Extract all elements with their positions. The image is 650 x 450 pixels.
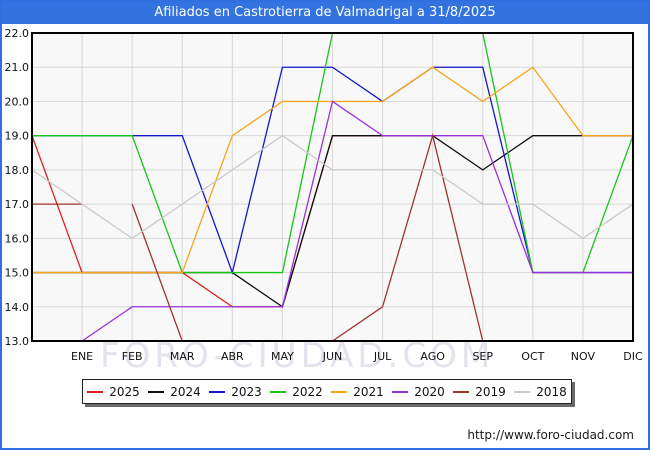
legend-swatch-2025 [87,390,104,393]
legend-label: 2019 [475,384,506,399]
x-tick-label: MAY [271,350,294,363]
y-tick-label: 15.0 [5,267,30,280]
legend-item-2024: 2024 [148,385,201,399]
y-tick-label: 20.0 [5,95,30,108]
legend-swatch-2018 [514,390,531,393]
legend-label: 2020 [414,384,445,399]
x-tick-label: SEP [472,350,493,363]
x-tick-label: AGO [420,350,445,363]
legend-label: 2024 [170,384,201,399]
legend-label: 2025 [109,384,140,399]
x-tick-label: MAR [170,350,195,363]
legend-label: 2022 [292,384,323,399]
x-tick-label: FEB [122,350,143,363]
series-line-2020 [32,100,633,342]
y-tick-label: 13.0 [5,335,30,348]
legend-item-2025: 2025 [87,385,140,399]
legend-label: 2023 [231,384,262,399]
x-tick-label: JUL [373,350,392,363]
legend-item-2023: 2023 [209,385,262,399]
watermark: FORO-CIUDAD.COM [100,336,495,376]
x-tick-label: JUN [322,350,343,363]
x-tick-label: OCT [521,350,544,363]
x-tick-label: NOV [571,350,596,363]
legend-swatch-2022 [270,390,287,393]
legend-label: 2021 [353,384,384,399]
y-tick-label: 17.0 [5,198,30,211]
y-tick-label: 21.0 [5,61,30,74]
legend-item-2019: 2019 [453,385,506,399]
legend: 2025 2024 2023 2022 2021 2020 2019 2018 [82,379,572,404]
y-tick-label: 22.0 [5,27,30,40]
series-line-2018 [31,134,634,240]
x-tick-label: ABR [221,350,244,363]
legend-swatch-2019 [453,390,470,393]
legend-item-2018: 2018 [514,385,567,399]
title-bar: Afiliados en Castrotierra de Valmadrigal… [2,2,648,24]
legend-swatch-2021 [331,390,348,393]
legend-item-2022: 2022 [270,385,323,399]
x-tick-label: DIC [623,350,643,363]
y-tick-label: 14.0 [5,301,30,314]
y-tick-label: 18.0 [5,164,30,177]
legend-swatch-2023 [209,390,226,393]
legend-swatch-2024 [148,390,165,393]
y-tick-label: 16.0 [5,232,30,245]
x-tick-label: ENE [71,350,93,363]
chart-title: Afiliados en Castrotierra de Valmadrigal… [154,5,496,20]
legend-item-2021: 2021 [331,385,384,399]
y-tick-label: 19.0 [5,130,30,143]
legend-label: 2018 [536,384,567,399]
plot-border [31,32,634,342]
legend-swatch-2020 [392,390,409,393]
legend-item-2020: 2020 [392,385,445,399]
footer-url: http://www.foro-ciudad.com [467,428,634,442]
